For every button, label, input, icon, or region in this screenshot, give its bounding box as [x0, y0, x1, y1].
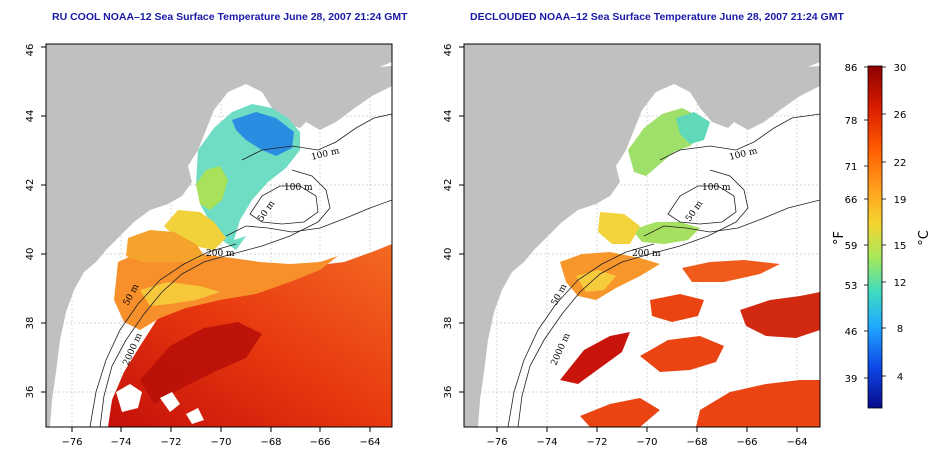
- y-tick-label: 36: [443, 386, 454, 399]
- y-tick-label: 44: [443, 110, 454, 123]
- y-tick-label: 40: [25, 248, 36, 261]
- y-tick-label: 38: [25, 317, 36, 330]
- y-tick-label: 46: [443, 44, 454, 57]
- x-tick-label: −68: [260, 437, 281, 448]
- fahrenheit-unit-label: °F: [832, 231, 847, 245]
- right-contours: [507, 113, 820, 427]
- y-tick-label: 42: [25, 179, 36, 192]
- x-tick-label: −70: [636, 437, 657, 448]
- right-panel-title: DECLOUDED NOAA–12 Sea Surface Temperatur…: [470, 11, 844, 23]
- y-tick-label: 42: [443, 179, 454, 192]
- x-tick-label: −74: [110, 437, 131, 448]
- cloud-specks: [116, 384, 204, 424]
- fahrenheit-tick: 86: [845, 63, 858, 74]
- orange-nj-shelf: [126, 230, 206, 262]
- dark-red-eddy: [140, 322, 262, 404]
- x-tick-label: −76: [486, 437, 507, 448]
- y-tick-label: 36: [25, 386, 36, 399]
- yellow-band: [140, 282, 220, 306]
- warm-patches: [560, 260, 820, 427]
- celsius-tick: 12: [894, 278, 907, 289]
- celsius-tick: 19: [894, 195, 907, 206]
- green-coastal: [196, 166, 228, 210]
- x-tick-label: −74: [536, 437, 557, 448]
- fahrenheit-tick: 46: [845, 327, 858, 338]
- x-tick-label: −64: [786, 437, 807, 448]
- celsius-tick: 30: [894, 63, 907, 74]
- contour-label: 100 m: [702, 183, 731, 193]
- contour-label: 200 m: [632, 249, 661, 259]
- celsius-unit-label: °C: [917, 230, 932, 246]
- orange-slope-water: [114, 250, 338, 330]
- yellow-coastal: [598, 212, 640, 244]
- x-tick-label: −72: [586, 437, 607, 448]
- left-panel-title: RU COOL NOAA–12 Sea Surface Temperature …: [52, 11, 408, 23]
- x-tick-label: −68: [686, 437, 707, 448]
- y-tick-label: 46: [25, 44, 36, 57]
- left-contours: [89, 113, 392, 427]
- celsius-tick: 8: [897, 324, 903, 335]
- nova-scotia: [300, 66, 392, 130]
- cold-patch: [232, 112, 294, 156]
- y-tick-label: 40: [443, 248, 454, 261]
- y-tick-label: 38: [443, 317, 454, 330]
- y-tick-label: 44: [25, 110, 36, 123]
- contour-label: 200 m: [206, 249, 235, 259]
- fahrenheit-tick: 53: [845, 281, 858, 292]
- x-tick-label: −66: [309, 437, 330, 448]
- celsius-tick: 22: [894, 158, 907, 169]
- fahrenheit-tick: 39: [845, 374, 858, 385]
- x-tick-label: −72: [160, 437, 181, 448]
- right-y-axis: 36 38 40 42 44 46: [443, 44, 464, 399]
- yellow-coastal: [164, 210, 226, 250]
- contour-label: 100 m: [284, 183, 313, 193]
- celsius-tick: 26: [894, 110, 907, 121]
- left-map: 100 m 100 m 50 m 200 m 50 m 2000 m −76 −…: [25, 43, 393, 448]
- celsius-tick: 4: [897, 372, 903, 383]
- land-mass: [464, 44, 820, 427]
- right-x-axis: −76 −74 −72 −70 −68 −66 −64: [486, 427, 808, 448]
- nova-scotia: [728, 66, 820, 130]
- land-mass: [46, 44, 392, 427]
- colorbar: 86 78 71 66 59 53 46 39 30 26 22 19 15 1…: [832, 63, 932, 409]
- x-tick-label: −64: [359, 437, 380, 448]
- fahrenheit-tick: 59: [845, 241, 858, 252]
- celsius-tick: 15: [894, 241, 907, 252]
- x-tick-label: −70: [210, 437, 231, 448]
- fahrenheit-tick: 71: [845, 162, 858, 173]
- fahrenheit-tick: 78: [845, 116, 858, 127]
- left-frame: [45, 43, 393, 428]
- x-tick-label: −76: [61, 437, 82, 448]
- x-tick-label: −66: [736, 437, 757, 448]
- colorbar-gradient: [867, 65, 883, 409]
- right-frame: [463, 43, 821, 428]
- left-x-axis: −76 −74 −72 −70 −68 −66 −64: [61, 427, 381, 448]
- left-y-axis: 36 38 40 42 44 46: [25, 44, 46, 399]
- right-map: 100 m 100 m 50 m 200 m 50 m 2000 m −76 −…: [443, 43, 821, 448]
- fahrenheit-tick: 66: [845, 195, 858, 206]
- cyan-patch: [676, 112, 710, 144]
